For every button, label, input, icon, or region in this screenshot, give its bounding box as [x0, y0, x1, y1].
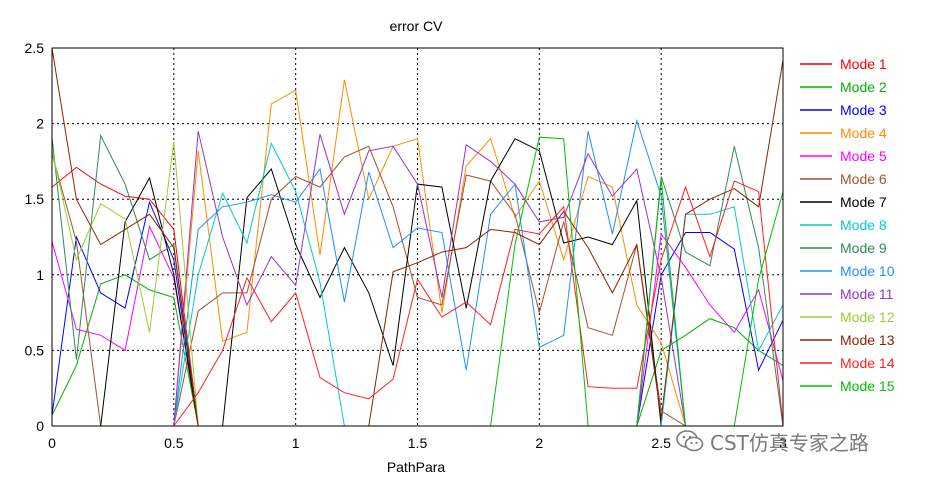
legend-item-mode-4[interactable]: Mode 4: [800, 125, 887, 141]
x-axis-label: PathPara: [387, 459, 446, 475]
legend-item-mode-14[interactable]: Mode 14: [800, 355, 895, 371]
x-tick-label: 0: [48, 435, 56, 451]
legend-label: Mode 10: [840, 263, 895, 279]
legend-item-mode-15[interactable]: Mode 15: [800, 378, 895, 394]
legend-label: Mode 11: [840, 286, 894, 302]
x-tick-label: 1: [292, 435, 300, 451]
legend-item-mode-11[interactable]: Mode 11: [800, 286, 894, 302]
legend-label: Mode 7: [840, 194, 887, 210]
x-tick-label: 1.5: [408, 435, 428, 451]
y-tick-label: 0: [36, 418, 44, 434]
legend-item-mode-8[interactable]: Mode 8: [800, 217, 887, 233]
legend[interactable]: Mode 1 Mode 2 Mode 3 Mode 4 Mode 5 Mode 6 Mode…: [800, 56, 895, 394]
legend-label: Mode 4: [840, 125, 887, 141]
legend-item-mode-1[interactable]: Mode 1: [800, 56, 887, 72]
watermark-text: CST仿真专家之路: [710, 430, 869, 455]
watermark: CST仿真专家之路: [676, 428, 869, 455]
legend-item-mode-13[interactable]: Mode 13: [800, 332, 895, 348]
x-tick-label: 2: [535, 435, 543, 451]
legend-label: Mode 2: [840, 79, 887, 95]
plot-area: [51, 47, 784, 427]
wechat-icon: [676, 430, 704, 452]
legend-item-mode-3[interactable]: Mode 3: [800, 102, 887, 118]
y-tick-label: 2.5: [25, 40, 45, 56]
legend-label: Mode 6: [840, 171, 887, 187]
legend-label: Mode 15: [840, 378, 895, 394]
y-tick-label: 2: [36, 116, 44, 132]
legend-item-mode-12[interactable]: Mode 12: [800, 309, 895, 325]
legend-label: Mode 3: [840, 102, 887, 118]
legend-item-mode-10[interactable]: Mode 10: [800, 263, 895, 279]
legend-item-mode-6[interactable]: Mode 6: [800, 171, 887, 187]
axis-ticks: 0 0.5 1 1.5 2 2.5 3 0 0.5 1 1.5 2 2.5: [25, 40, 788, 451]
chart-title: error CV: [390, 18, 444, 34]
legend-label: Mode 12: [840, 309, 895, 325]
y-tick-label: 1.5: [25, 191, 45, 207]
legend-label: Mode 1: [840, 56, 887, 72]
legend-label: Mode 5: [840, 148, 887, 164]
y-tick-label: 0.5: [25, 342, 45, 358]
legend-label: Mode 14: [840, 355, 895, 371]
x-tick-label: 3: [779, 435, 787, 451]
legend-item-mode-7[interactable]: Mode 7: [800, 194, 887, 210]
legend-label: Mode 9: [840, 240, 887, 256]
legend-label: Mode 13: [840, 332, 895, 348]
series-line-mode-13: [51, 47, 784, 427]
x-tick-label: 2.5: [651, 435, 671, 451]
legend-label: Mode 8: [840, 217, 887, 233]
legend-item-mode-9[interactable]: Mode 9: [800, 240, 887, 256]
legend-item-mode-5[interactable]: Mode 5: [800, 148, 887, 164]
x-tick-label: 0.5: [164, 435, 184, 451]
legend-item-mode-2[interactable]: Mode 2: [800, 79, 887, 95]
series-line-mode-5: [51, 224, 784, 427]
y-tick-label: 1: [36, 267, 44, 283]
